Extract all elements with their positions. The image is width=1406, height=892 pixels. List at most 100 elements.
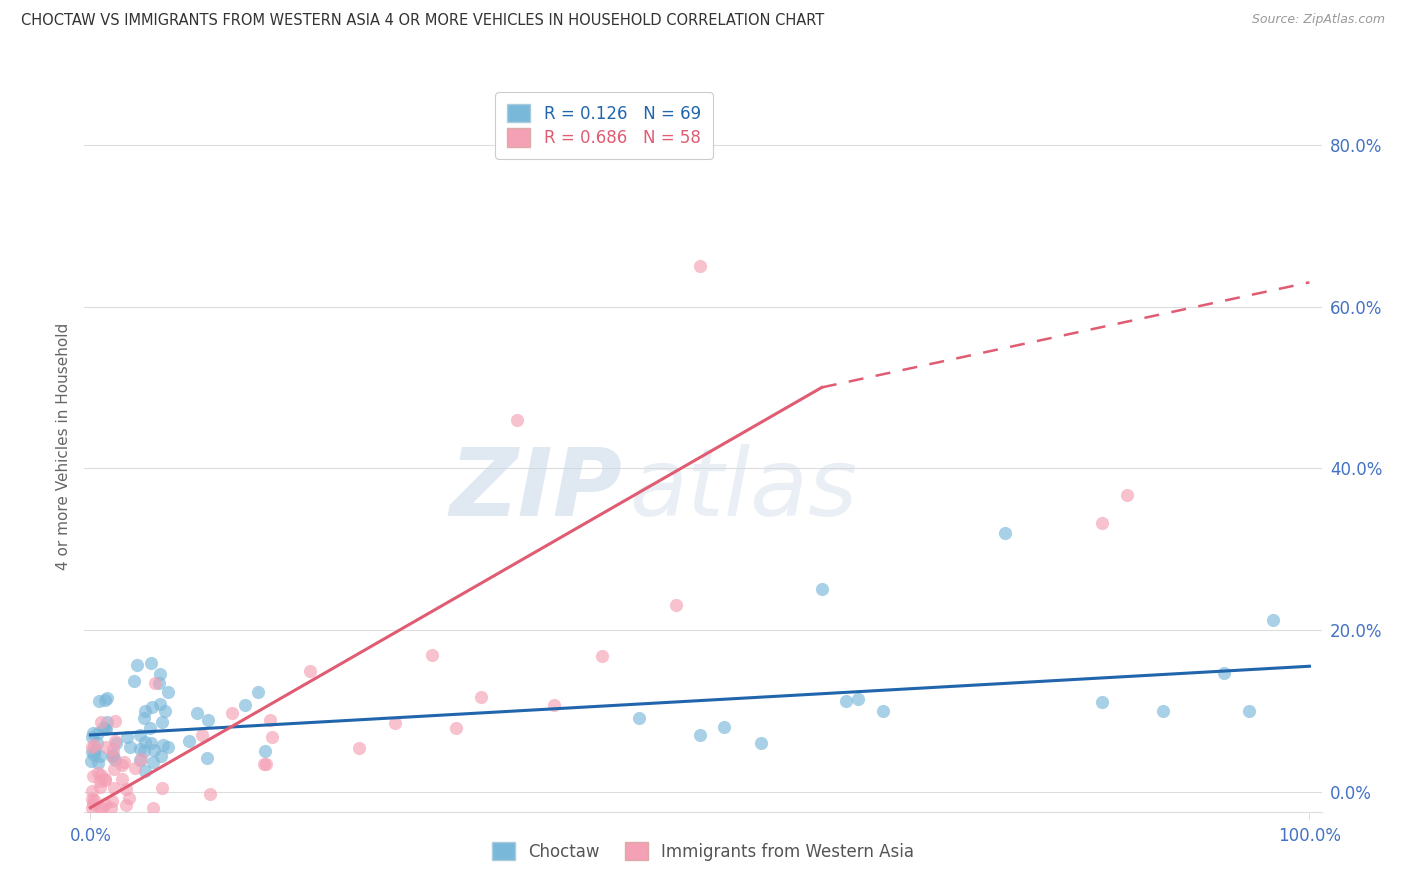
Point: [749, 736, 772, 750]
Point: [104, 734, 127, 748]
Point: [1115, 488, 1137, 502]
Point: [115, 730, 138, 744]
Point: [103, 750, 125, 764]
Point: [150, 715, 173, 730]
Point: [128, 753, 150, 767]
Legend: Choctaw, Immigrants from Western Asia: Choctaw, Immigrants from Western Asia: [484, 834, 922, 869]
Point: [134, 764, 156, 778]
Point: [1237, 705, 1260, 719]
Point: [80, 745, 103, 759]
Point: [260, 730, 283, 744]
Point: [83, 738, 105, 752]
Point: [1213, 665, 1236, 680]
Point: [118, 791, 141, 805]
Point: [150, 781, 173, 796]
Point: [713, 720, 735, 734]
Point: [101, 749, 124, 764]
Point: [129, 728, 152, 742]
Point: [627, 711, 650, 725]
Point: [347, 741, 370, 756]
Point: [101, 742, 124, 756]
Point: [197, 713, 219, 727]
Point: [96, 722, 118, 736]
Point: [82, 797, 104, 811]
Point: [80, 791, 103, 805]
Point: [111, 772, 134, 786]
Point: [470, 690, 492, 704]
Point: [195, 750, 218, 764]
Point: [111, 758, 134, 772]
Point: [90, 714, 112, 729]
Point: [543, 698, 565, 713]
Point: [103, 763, 125, 777]
Point: [84, 743, 107, 757]
Point: [83, 793, 105, 807]
Point: [384, 715, 406, 730]
Point: [80, 739, 103, 754]
Point: [94, 722, 117, 736]
Point: [149, 667, 172, 681]
Point: [1261, 613, 1284, 627]
Point: [150, 748, 173, 763]
Point: [89, 748, 111, 763]
Point: [132, 744, 155, 758]
Point: [149, 698, 172, 712]
Point: [91, 800, 114, 814]
Point: [156, 739, 179, 754]
Point: [124, 762, 146, 776]
Point: [80, 754, 103, 768]
Point: [835, 694, 858, 708]
Point: [87, 765, 110, 780]
Point: [100, 800, 122, 814]
Point: [101, 794, 124, 808]
Point: [141, 700, 163, 714]
Point: [82, 726, 104, 740]
Point: [142, 800, 165, 814]
Point: [246, 685, 269, 699]
Point: [994, 525, 1017, 540]
Point: [664, 599, 686, 613]
Point: [191, 728, 214, 742]
Point: [115, 782, 138, 797]
Point: [591, 649, 613, 664]
Point: [186, 706, 208, 720]
Point: [94, 772, 117, 787]
Text: ZIP: ZIP: [450, 444, 623, 536]
Point: [811, 582, 834, 596]
Point: [80, 784, 103, 798]
Point: [90, 768, 112, 782]
Point: [221, 706, 243, 720]
Point: [148, 676, 170, 690]
Point: [87, 693, 110, 707]
Point: [82, 731, 104, 745]
Point: [143, 743, 166, 757]
Point: [128, 742, 150, 756]
Text: atlas: atlas: [628, 444, 858, 535]
Text: CHOCTAW VS IMMIGRANTS FROM WESTERN ASIA 4 OR MORE VEHICLES IN HOUSEHOLD CORRELAT: CHOCTAW VS IMMIGRANTS FROM WESTERN ASIA …: [21, 13, 824, 29]
Point: [96, 714, 118, 729]
Point: [139, 722, 162, 736]
Point: [253, 757, 276, 772]
Point: [142, 755, 165, 769]
Point: [848, 692, 870, 706]
Point: [444, 721, 467, 735]
Point: [87, 756, 110, 770]
Point: [101, 747, 124, 762]
Point: [156, 685, 179, 699]
Point: [103, 781, 125, 796]
Point: [506, 413, 529, 427]
Point: [1091, 516, 1114, 530]
Point: [179, 734, 201, 748]
Point: [420, 648, 443, 662]
Point: [105, 736, 128, 750]
Point: [1091, 695, 1114, 709]
Point: [132, 710, 155, 724]
Point: [152, 738, 174, 752]
Point: [94, 693, 117, 707]
Point: [143, 676, 166, 690]
Point: [139, 736, 162, 750]
Point: [254, 744, 277, 758]
Point: [94, 740, 117, 755]
Point: [96, 690, 118, 705]
Point: [153, 704, 176, 718]
